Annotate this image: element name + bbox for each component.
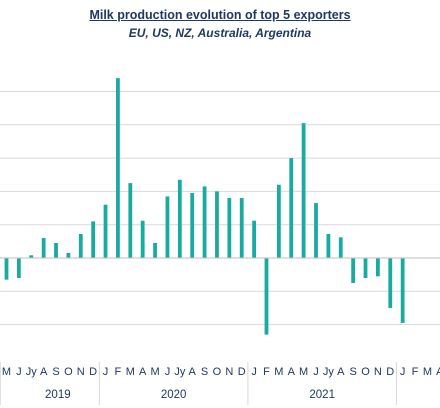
x-tick-label: M — [2, 366, 11, 378]
x-tick-label: M — [150, 366, 159, 378]
year-label: 2021 — [309, 389, 335, 401]
x-tick-label: D — [386, 366, 394, 378]
bar — [190, 193, 195, 258]
x-tick-label: F — [412, 366, 419, 378]
x-tick-label: O — [64, 366, 73, 378]
x-tick-label: D — [238, 366, 246, 378]
chart-title: Milk production evolution of top 5 expor… — [89, 8, 351, 22]
bar — [215, 191, 219, 258]
bar — [165, 196, 170, 258]
x-tick-label: J — [400, 366, 406, 378]
x-tick-label: M — [299, 366, 308, 378]
x-tick-label: M — [423, 366, 432, 378]
x-tick-label: J — [103, 366, 109, 378]
x-tick-label: A — [40, 366, 48, 378]
x-tick-label: J — [165, 366, 171, 378]
x-tick-label: S — [52, 366, 59, 378]
bar — [78, 234, 83, 258]
bar — [388, 258, 393, 308]
x-tick-label: M — [274, 366, 283, 378]
bar — [16, 258, 21, 278]
bar — [41, 238, 46, 258]
bar — [239, 198, 244, 258]
bar — [227, 198, 232, 258]
x-tick-label: M — [126, 366, 135, 378]
x-tick-label: S — [201, 366, 208, 378]
year-label: 2020 — [161, 389, 187, 401]
bar — [264, 258, 269, 335]
bar — [252, 220, 256, 258]
chart-subtitle: EU, US, NZ, Australia, Argentina — [128, 26, 312, 40]
year-label: 2019 — [45, 389, 71, 401]
x-tick-label: A — [337, 366, 345, 378]
bar — [4, 258, 9, 280]
bar — [400, 258, 405, 323]
gridlines — [0, 91, 440, 326]
x-tick-label: O — [213, 366, 222, 378]
bar — [301, 123, 306, 258]
x-tick-label: A — [288, 366, 296, 378]
bar — [338, 237, 343, 258]
bar — [376, 258, 380, 277]
x-tick-label: S — [349, 366, 356, 378]
x-tick-label: D — [89, 366, 97, 378]
bar — [351, 258, 356, 283]
x-tick-label: A — [189, 366, 197, 378]
x-tick-label: A — [139, 366, 147, 378]
bar — [202, 186, 207, 258]
x-tick-labels: M J Jy A S O N D J F M A M J Jy A S O N D J F M A M J Jy A S O N D J F M A — [2, 366, 440, 378]
bars — [4, 78, 405, 335]
x-tick-label: F — [263, 366, 270, 378]
x-tick-label: Jy — [26, 366, 38, 378]
bar — [177, 179, 182, 258]
x-tick-label: A — [436, 366, 440, 378]
bar — [314, 203, 318, 258]
x-tick-label: O — [361, 366, 370, 378]
bar — [66, 253, 71, 258]
x-tick-label: F — [115, 366, 122, 378]
year-labels: 2019 2020 2021 — [0, 362, 397, 405]
bar — [128, 183, 133, 258]
x-tick-label: Jy — [323, 366, 335, 378]
bar — [29, 255, 34, 258]
bar — [103, 204, 108, 258]
x-tick-label: N — [374, 366, 382, 378]
bar — [276, 184, 281, 258]
x-tick-label: N — [225, 366, 233, 378]
x-tick-label: J — [313, 366, 319, 378]
x-tick-label: J — [251, 366, 257, 378]
x-tick-label: Jy — [174, 366, 186, 378]
bar — [54, 243, 58, 258]
bar — [326, 234, 331, 258]
bar — [91, 221, 96, 258]
bar — [289, 158, 294, 258]
x-tick-label: N — [77, 366, 85, 378]
bar — [116, 78, 120, 259]
x-tick-label: J — [16, 366, 22, 378]
bar — [363, 258, 368, 278]
bar — [140, 220, 145, 258]
bar — [153, 243, 157, 258]
